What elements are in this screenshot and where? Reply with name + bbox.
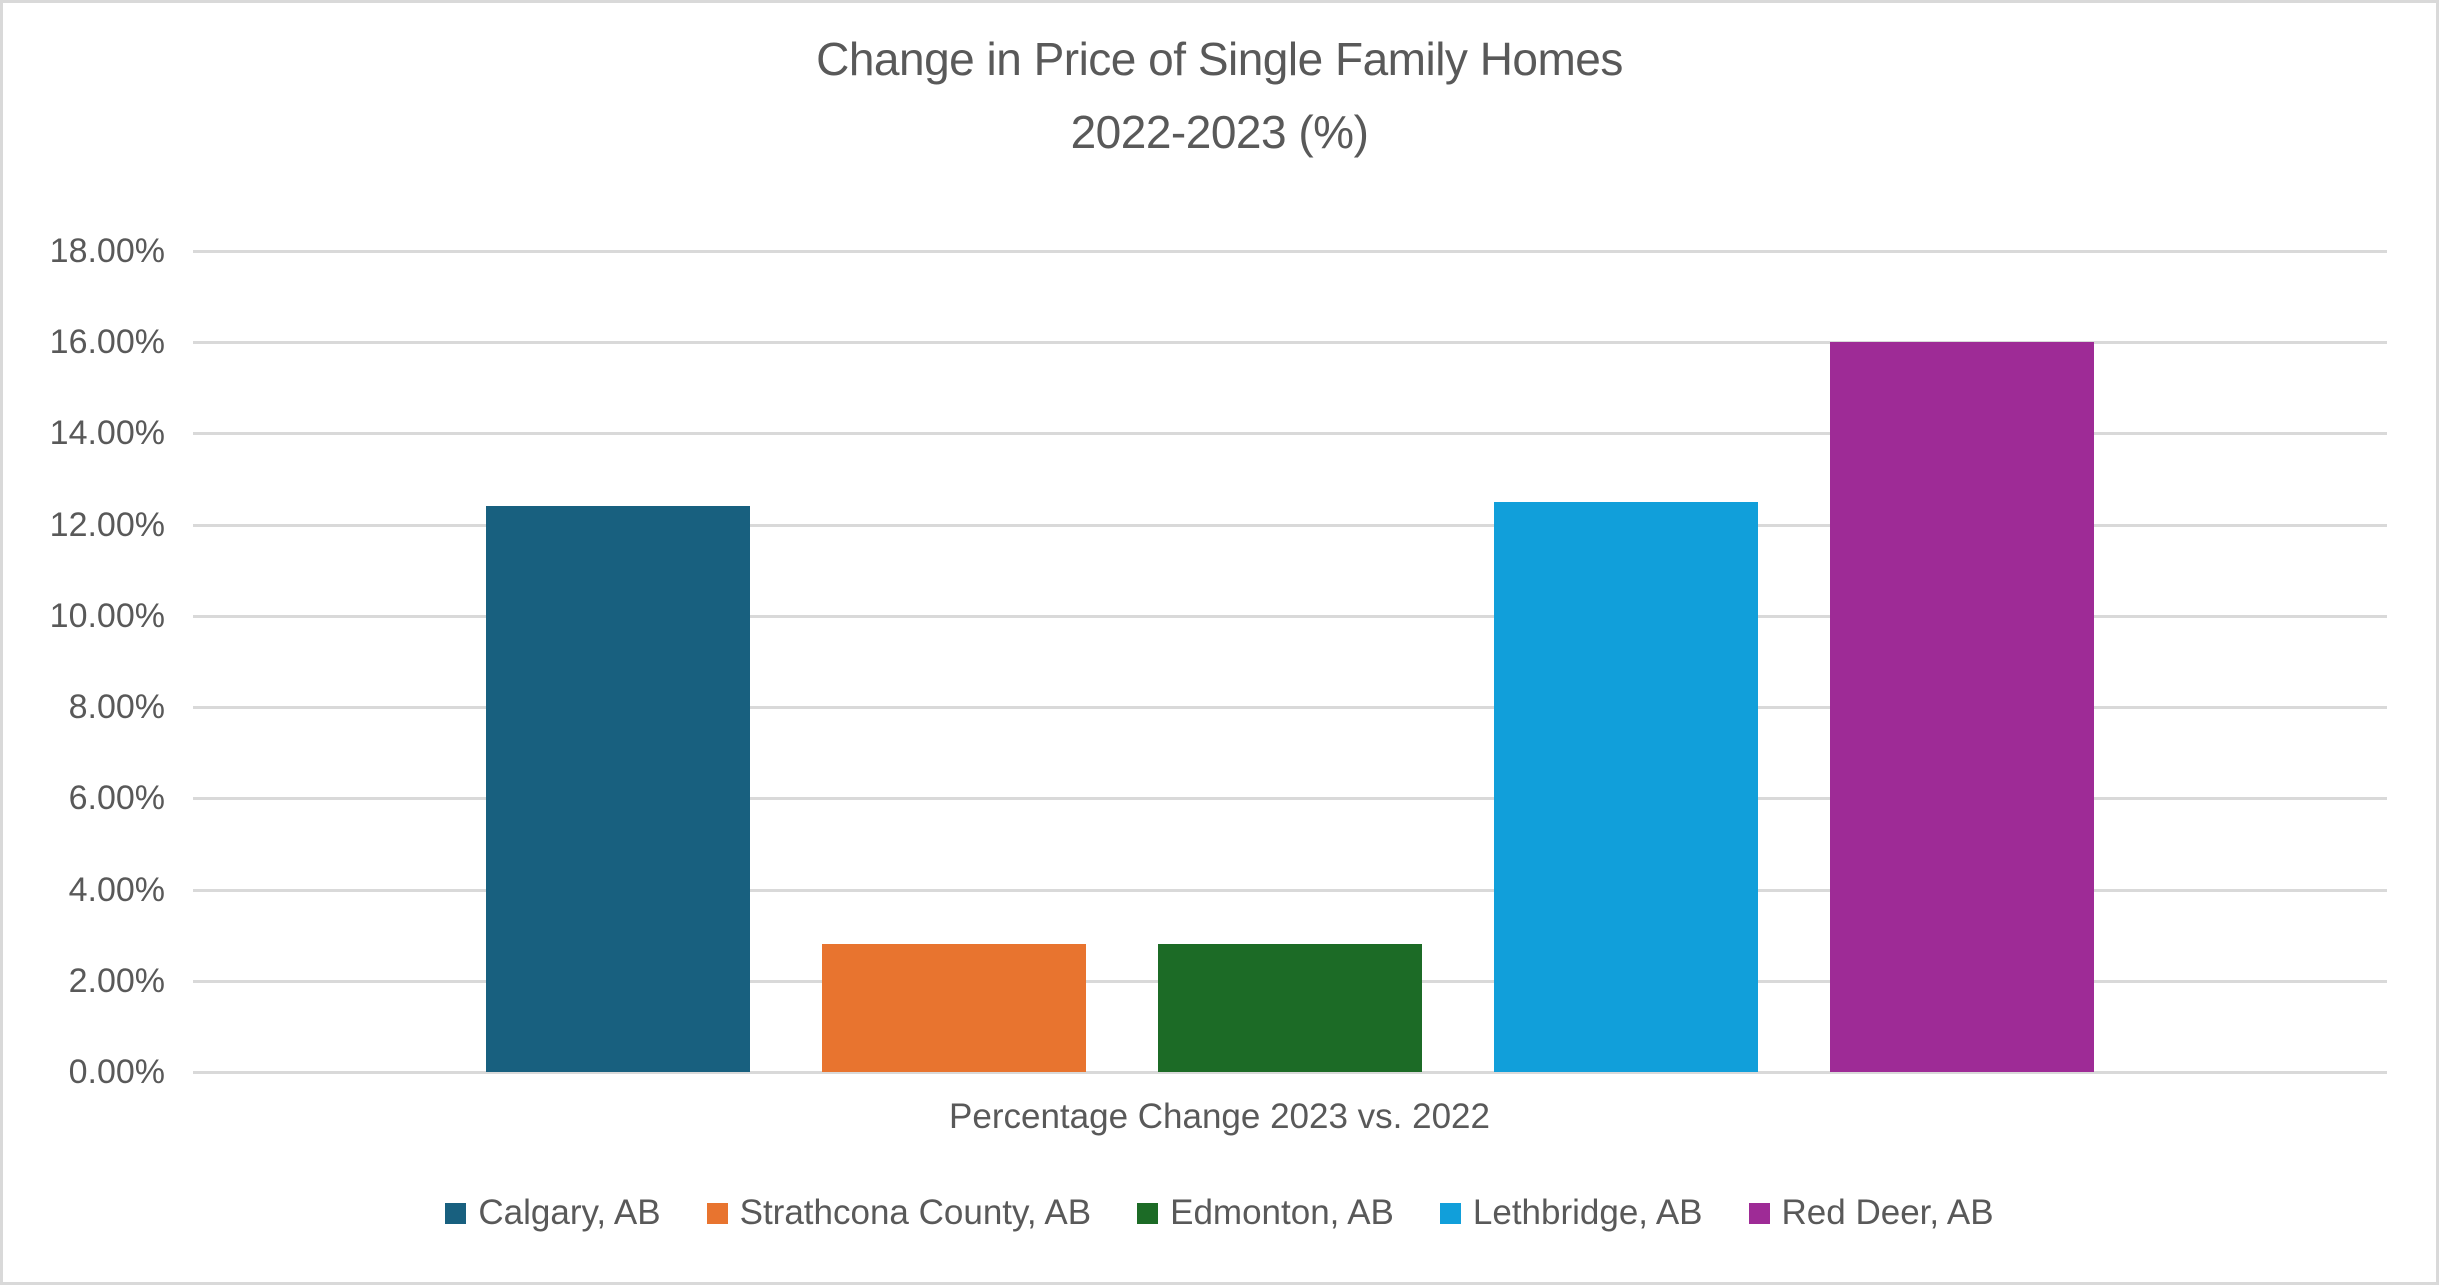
gridline-6 xyxy=(193,797,2387,801)
bar-calgary-ab xyxy=(486,506,750,1072)
x-axis-label: Percentage Change 2023 vs. 2022 xyxy=(949,1097,1490,1136)
y-tick-label-4: 4.00% xyxy=(68,870,165,909)
y-tick-label-10: 10.00% xyxy=(49,596,165,635)
gridline-14 xyxy=(193,432,2387,436)
legend-item-red-deer-ab: Red Deer, AB xyxy=(1748,1193,1994,1233)
legend-swatch-icon xyxy=(706,1202,728,1224)
y-tick-label-14: 14.00% xyxy=(49,414,165,453)
gridline-0 xyxy=(193,1071,2387,1074)
chart-title: Change in Price of Single Family Homes 2… xyxy=(3,23,2436,169)
gridline-8 xyxy=(193,706,2387,710)
y-tick-label-0: 0.00% xyxy=(68,1053,165,1091)
gridline-16 xyxy=(193,341,2387,345)
legend-item-edmonton-ab: Edmonton, AB xyxy=(1137,1193,1394,1233)
bar-lethbridge-ab xyxy=(1494,501,1758,1072)
bar-red-deer-ab xyxy=(1830,342,2094,1072)
gridline-18 xyxy=(193,250,2387,253)
y-tick-label-16: 16.00% xyxy=(49,323,165,362)
legend-label: Strathcona County, AB xyxy=(739,1193,1092,1232)
gridline-10 xyxy=(193,614,2387,618)
legend-item-lethbridge-ab: Lethbridge, AB xyxy=(1439,1193,1703,1233)
legend-swatch-icon xyxy=(1748,1202,1770,1224)
y-tick-label-2: 2.00% xyxy=(68,961,165,1000)
legend-swatch-icon xyxy=(1137,1202,1159,1224)
gridline-4 xyxy=(193,888,2387,892)
y-tick-label-6: 6.00% xyxy=(68,779,165,818)
plot-area xyxy=(193,250,2387,1074)
y-tick-label-8: 8.00% xyxy=(68,688,165,727)
legend-label: Lethbridge, AB xyxy=(1472,1193,1703,1232)
bar-group xyxy=(193,248,2387,1072)
y-tick-label-12: 12.00% xyxy=(49,505,165,544)
chart-title-line-2: 2022-2023 (%) xyxy=(1070,106,1369,158)
gridline-12 xyxy=(193,523,2387,527)
legend-item-strathcona-county-ab: Strathcona County, AB xyxy=(706,1193,1092,1233)
legend-label: Red Deer, AB xyxy=(1781,1193,1994,1232)
legend-label: Edmonton, AB xyxy=(1170,1193,1394,1232)
legend-swatch-icon xyxy=(1439,1202,1461,1224)
legend-label: Calgary, AB xyxy=(478,1193,661,1232)
legend: Calgary, AB Strathcona County, AB Edmonton… xyxy=(3,1193,2436,1233)
y-tick-label-18: 18.00% xyxy=(49,232,165,270)
legend-swatch-icon xyxy=(445,1202,467,1224)
bar-edmonton-ab xyxy=(1158,944,1422,1072)
legend-item-calgary-ab: Calgary, AB xyxy=(445,1193,661,1233)
bar-strathcona-county-ab xyxy=(822,944,1086,1072)
chart-title-line-1: Change in Price of Single Family Homes xyxy=(816,33,1623,85)
